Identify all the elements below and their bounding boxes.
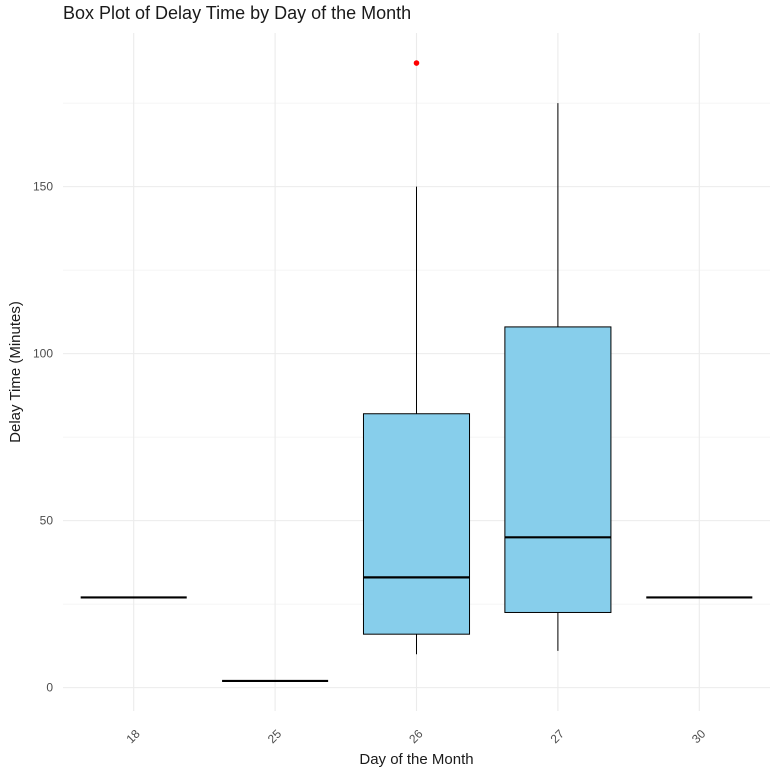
x-tick-label: 27 [548, 727, 568, 747]
x-axis-label: Day of the Month [359, 751, 473, 767]
box-series [80, 60, 753, 683]
x-tick-label: 30 [689, 727, 709, 747]
outlier-point [413, 60, 420, 66]
box [362, 413, 471, 635]
box [504, 326, 612, 613]
y-tick-label: 50 [40, 514, 54, 528]
x-tick-label: 26 [406, 727, 426, 747]
box-group-27 [504, 103, 612, 651]
x-tick-label: 18 [123, 727, 143, 747]
y-tick-label: 100 [33, 347, 53, 361]
y-axis-label: Delay Time (Minutes) [7, 301, 24, 443]
y-axis-ticks: 0 50 100 150 [33, 180, 53, 695]
y-tick-label: 150 [33, 180, 53, 194]
chart-title: Box Plot of Delay Time by Day of the Mon… [63, 3, 412, 23]
x-axis-ticks: 18 25 26 27 30 [123, 727, 708, 747]
y-tick-label: 0 [46, 681, 53, 695]
x-tick-label: 25 [265, 727, 285, 747]
box-group-26 [362, 60, 471, 655]
